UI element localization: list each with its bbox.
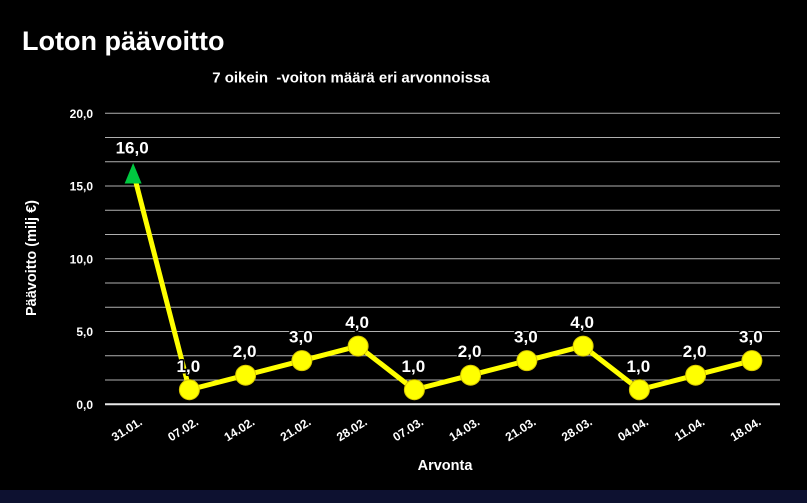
data-point-marker (347, 335, 369, 357)
y-tick-label: 10,0 (70, 252, 94, 266)
data-point-label: 3,0 (739, 328, 763, 347)
x-tick-label: 14.02. (221, 415, 257, 445)
data-point-label: 1,0 (627, 357, 651, 376)
x-tick-label: 18.04. (728, 415, 764, 445)
data-point-label: 3,0 (514, 328, 538, 347)
data-point-marker (572, 335, 594, 357)
data-point-marker (685, 364, 707, 386)
x-tick-label: 28.02. (334, 415, 370, 445)
chart-subtitle: 7 oikein -voiton määrä eri arvonnoissa (212, 69, 490, 87)
up-arrow-icon (124, 163, 142, 184)
data-point-marker (235, 364, 257, 386)
x-tick-label: 21.03. (503, 415, 539, 445)
data-point-label: 1,0 (402, 357, 426, 376)
data-point-label: 1,0 (177, 357, 201, 376)
y-tick-label: 15,0 (70, 180, 94, 194)
series-line (130, 169, 755, 393)
page-title: Loton päävoitto (22, 26, 225, 56)
data-point-label: 2,0 (683, 342, 707, 361)
data-point-label: 16,0 (116, 139, 149, 158)
y-tick-label: 0,0 (76, 398, 93, 412)
data-point-marker (460, 364, 482, 386)
data-point-label: 3,0 (289, 328, 313, 347)
data-point-label: 2,0 (233, 342, 257, 361)
data-point-label: 4,0 (345, 313, 369, 332)
data-point-marker (516, 350, 538, 372)
x-tick-label: 04.04. (615, 415, 651, 445)
footer-bar (0, 490, 807, 503)
data-point-label: 4,0 (570, 313, 594, 332)
data-point-marker (741, 350, 763, 372)
data-point-marker (178, 379, 200, 401)
x-tick-label: 07.02. (165, 415, 201, 445)
data-point-marker (403, 379, 425, 401)
data-point-label: 2,0 (458, 342, 482, 361)
x-tick-label: 31.01. (109, 415, 145, 445)
x-tick-label: 11.04. (672, 415, 707, 444)
y-tick-label: 5,0 (76, 325, 93, 339)
y-tick-label: 20,0 (70, 107, 94, 121)
x-tick-label: 21.02. (278, 415, 314, 445)
x-axis-title: Arvonta (417, 458, 473, 474)
x-tick-label: 14.03. (446, 415, 482, 445)
data-point-marker (291, 350, 313, 372)
data-point-marker (628, 379, 650, 401)
x-tick-label: 28.03. (559, 415, 595, 445)
x-tick-label: 07.03. (390, 415, 426, 445)
